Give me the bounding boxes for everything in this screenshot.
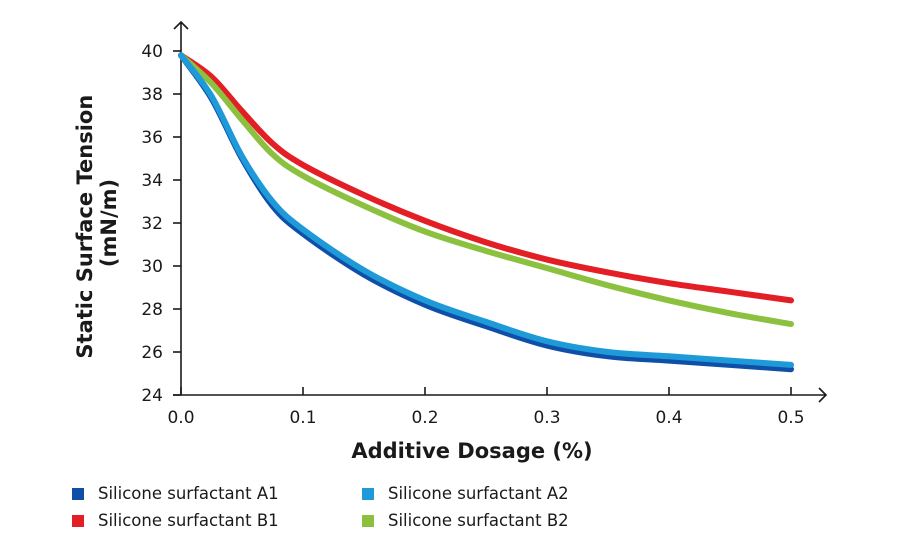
series-line-silicone-surfactant-b2: [178, 52, 794, 328]
x-tick-label: 0.2: [411, 408, 438, 428]
legend-swatch-a1: [72, 487, 84, 500]
legend-swatch-a2: [362, 487, 374, 500]
y-axis-title-line-1: Static Surface Tension: [73, 95, 97, 359]
y-tick-label: 36: [141, 128, 163, 148]
legend-swatch-b1: [72, 514, 84, 527]
x-tick-label: 0.3: [533, 408, 560, 428]
y-tick-label: 30: [141, 257, 163, 277]
x-axis-title: Additive Dosage (%): [351, 439, 592, 463]
y-tick-label: 28: [141, 300, 163, 320]
y-tick-label: 38: [141, 85, 163, 105]
legend: Silicone surfactant A1 Silicone surfacta…: [72, 484, 622, 530]
series-line-silicone-surfactant-a2: [178, 52, 794, 368]
legend-label-b1: Silicone surfactant B1: [98, 511, 279, 530]
legend-item-a2: Silicone surfactant A2: [362, 484, 622, 503]
legend-label-b2: Silicone surfactant B2: [388, 511, 569, 530]
legend-swatch-b2: [362, 514, 374, 527]
series-line-silicone-surfactant-b1: [178, 52, 794, 304]
x-axis-arrow-icon: [818, 387, 828, 403]
y-tick-label: 26: [141, 343, 163, 363]
legend-label-a1: Silicone surfactant A1: [98, 484, 279, 503]
y-tick-label: 24: [141, 386, 163, 406]
y-tick-label: 34: [141, 171, 163, 191]
y-axis-title: Static Surface Tension (mN/m): [73, 87, 121, 358]
y-tick-label: 40: [141, 42, 163, 62]
x-tick-label: 0.4: [655, 408, 682, 428]
y-axis-title-line-2: (mN/m): [97, 179, 121, 267]
y-tick-label: 32: [141, 214, 163, 234]
y-axis-arrow-icon: [173, 20, 189, 30]
x-tick-label: 0.0: [167, 408, 194, 428]
ticks: 24 26 28 30 32 34 36 38 40 0.0 0.1 0.2 0.3 0.4 0.5: [141, 42, 804, 428]
legend-item-b1: Silicone surfactant B1: [72, 511, 362, 530]
legend-item-a1: Silicone surfactant A1: [72, 484, 362, 503]
x-tick-label: 0.1: [289, 408, 316, 428]
axes: [173, 20, 828, 403]
legend-item-b2: Silicone surfactant B2: [362, 511, 622, 530]
series-lines: [178, 52, 794, 373]
x-tick-label: 0.5: [777, 408, 804, 428]
legend-label-a2: Silicone surfactant A2: [388, 484, 569, 503]
